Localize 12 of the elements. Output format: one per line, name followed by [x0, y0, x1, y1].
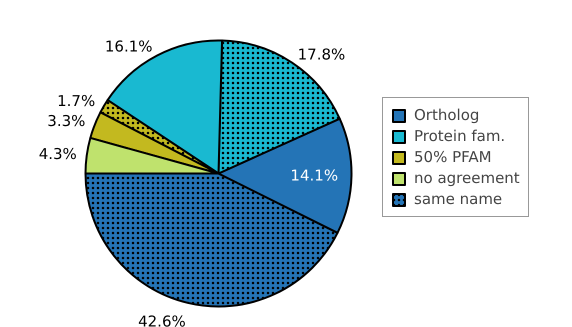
data-label: 42.6% [138, 312, 186, 327]
legend-label: 50% PFAM [414, 148, 492, 166]
data-label: 17.8% [298, 45, 346, 64]
legend-label: no agreement [414, 169, 520, 187]
data-label: 4.3% [38, 145, 77, 164]
data-label: 1.7% [57, 92, 96, 110]
text: same name [414, 190, 502, 208]
data-label: 3.3% [47, 112, 86, 130]
legend-label: Protein fam. [414, 127, 506, 145]
legend-label: Ortholog [414, 106, 480, 124]
data-label: 16.1% [104, 38, 153, 56]
data-label: 14.1% [290, 166, 338, 184]
